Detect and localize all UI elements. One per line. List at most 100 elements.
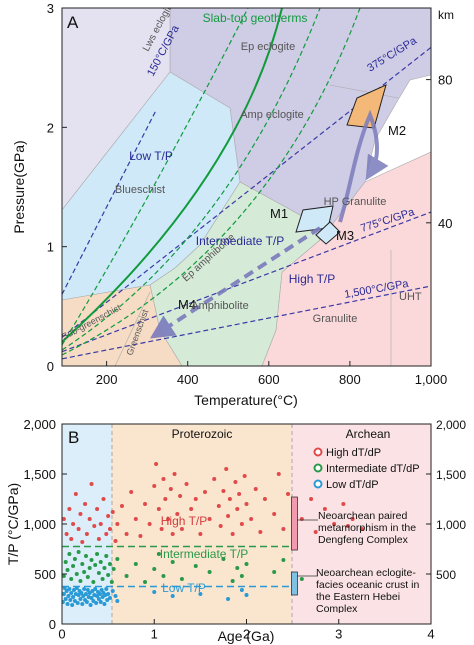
data-point — [81, 594, 86, 598]
data-point — [113, 539, 118, 543]
x-axis-title: Temperature(°C) — [194, 392, 298, 408]
regime-label-high: High T/P — [289, 272, 335, 286]
data-point — [281, 558, 286, 562]
data-point — [62, 600, 65, 604]
data-point — [129, 490, 134, 494]
data-point — [95, 507, 100, 511]
data-point — [102, 602, 107, 606]
data-point — [82, 587, 87, 591]
stage-label: M2 — [388, 123, 406, 138]
stage-box-m3 — [315, 221, 341, 245]
legend-marker-intermediate — [313, 463, 323, 473]
data-point — [299, 517, 304, 521]
data-point — [64, 589, 69, 593]
data-point — [71, 588, 76, 592]
data-point — [80, 562, 85, 566]
data-point — [161, 477, 166, 481]
data-point — [95, 594, 100, 598]
data-point — [152, 590, 157, 594]
data-point — [313, 530, 318, 534]
data-point — [80, 602, 85, 606]
data-point — [178, 494, 183, 498]
data-point — [107, 527, 112, 531]
data-point — [147, 522, 152, 526]
pt-path — [338, 109, 389, 223]
data-point — [133, 517, 138, 521]
x-tick-label: 600 — [258, 372, 280, 387]
data-point — [170, 532, 175, 536]
data-point — [198, 532, 203, 536]
y-tick-label: 2,000 — [23, 417, 56, 432]
data-point — [138, 534, 143, 538]
y-tick-label: 0 — [47, 359, 54, 374]
data-point — [244, 562, 249, 566]
data-point — [71, 522, 76, 526]
facies-label: Amp eclogite — [240, 109, 304, 121]
data-point — [90, 589, 95, 593]
y-axis-title: Pressure(GPa) — [11, 140, 27, 233]
x-tick-label: 2 — [243, 627, 250, 642]
stage-label: M1 — [270, 206, 288, 221]
data-point — [74, 572, 79, 576]
data-point — [83, 554, 88, 558]
eon-band-proterozoic — [112, 424, 292, 624]
data-point — [69, 577, 74, 581]
data-point — [299, 577, 304, 581]
axes-b: 0 1 2 3 4 0 500 1,000 1,500 2,000 500 1,000 1,500 2,0… — [23, 417, 466, 642]
panel-label: B — [68, 428, 79, 447]
data-point — [84, 600, 89, 604]
data-point — [172, 472, 177, 476]
data-point — [89, 596, 94, 600]
data-point — [193, 497, 198, 501]
data-point — [96, 597, 101, 601]
data-point — [170, 594, 175, 598]
data-point — [106, 514, 111, 518]
data-point — [198, 592, 203, 596]
data-point — [102, 566, 107, 570]
right-tick-label: 500 — [436, 568, 456, 582]
data-point — [272, 570, 277, 574]
data-point — [166, 517, 171, 521]
data-point — [78, 597, 83, 601]
data-point — [62, 517, 66, 521]
data-point — [99, 588, 104, 592]
data-point — [74, 586, 79, 590]
gradient-line — [62, 211, 431, 353]
data-point — [105, 598, 110, 602]
data-point — [230, 532, 235, 536]
data-point — [161, 574, 166, 578]
x-axis-title: Age (Ga) — [218, 628, 275, 644]
data-point — [91, 580, 96, 584]
data-point — [87, 566, 92, 570]
data-point — [104, 554, 109, 558]
legend-label: Intermediate dT/dP — [326, 463, 420, 475]
facies-label: Blueschist — [115, 184, 165, 196]
data-point — [85, 588, 90, 592]
gradient-line — [62, 46, 431, 338]
data-point — [115, 522, 120, 526]
data-point — [87, 591, 92, 595]
legend-marker-low — [313, 479, 323, 489]
data-point — [133, 562, 138, 566]
y-axis-title: T/P (°C/GPa) — [5, 483, 21, 565]
data-point — [262, 497, 267, 501]
regime-label-text: Intermediate T/P — [196, 234, 285, 248]
data-point — [76, 527, 81, 531]
data-point — [322, 507, 327, 511]
legend-label: High dT/dP — [326, 447, 381, 459]
data-point — [233, 480, 238, 484]
data-point — [350, 517, 355, 521]
region-label-low: Low T/P — [162, 581, 206, 595]
y-tick-label: 3 — [47, 1, 54, 16]
data-point — [92, 524, 97, 528]
data-point — [89, 482, 94, 486]
x-tick-label: 400 — [177, 372, 199, 387]
geotherms — [62, 8, 361, 356]
data-point — [309, 497, 314, 501]
data-point — [82, 570, 87, 574]
data-point — [235, 566, 240, 570]
facies-fields: M1 M2 M3 M4 Lws eclogite Ep eclogite Amp… — [62, 8, 431, 366]
data-point — [143, 502, 148, 506]
data-point — [230, 579, 235, 583]
data-point — [91, 599, 96, 603]
